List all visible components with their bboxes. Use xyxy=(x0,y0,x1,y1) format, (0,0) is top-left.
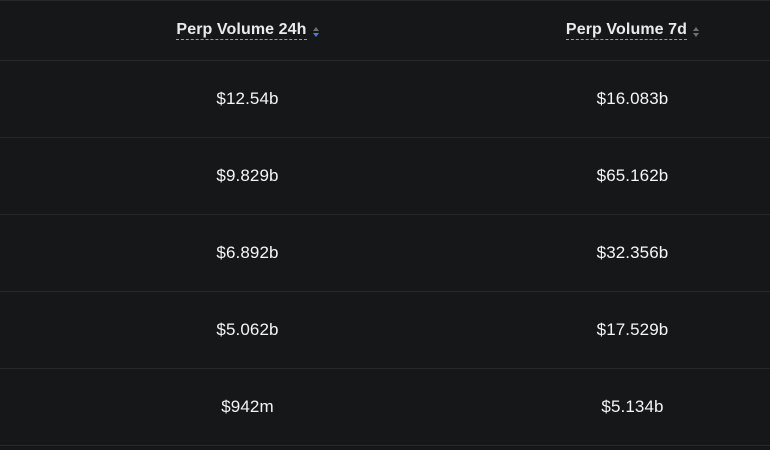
cell-perp-volume-24h: $12.54b xyxy=(216,89,279,108)
sort-arrows-icon xyxy=(312,26,319,37)
cell-perp-volume-24h: $6.892b xyxy=(216,243,279,262)
header-cell-perp-volume-24h: Perp Volume 24h xyxy=(0,1,495,60)
cell-perp-volume-24h: $9.829b xyxy=(216,166,279,185)
table-row[interactable]: $6.892b $32.356b xyxy=(0,215,770,292)
sort-down-icon xyxy=(312,32,319,37)
sort-button-perp-volume-24h[interactable]: Perp Volume 24h xyxy=(176,21,319,40)
cell-perp-volume-7d: $65.162b xyxy=(596,166,669,185)
cell-perp-volume-7d: $5.134b xyxy=(601,397,664,416)
table-row[interactable]: $942m $5.134b xyxy=(0,369,770,446)
table-row[interactable]: $9.829b $65.162b xyxy=(0,138,770,215)
sort-button-perp-volume-7d[interactable]: Perp Volume 7d xyxy=(565,21,700,40)
sort-up-icon xyxy=(312,26,319,31)
column-header-label: Perp Volume 7d xyxy=(565,21,688,40)
table-row[interactable]: $5.062b $17.529b xyxy=(0,292,770,369)
column-header-label: Perp Volume 24h xyxy=(176,21,307,40)
header-cell-perp-volume-7d: Perp Volume 7d xyxy=(495,1,770,60)
cell-perp-volume-7d: $32.356b xyxy=(596,243,669,262)
cell-perp-volume-24h: $942m xyxy=(221,397,274,416)
table-header-row: Perp Volume 24h Perp Volume 7d xyxy=(0,1,770,61)
cell-perp-volume-24h: $5.062b xyxy=(216,320,279,339)
sort-up-icon xyxy=(693,26,700,31)
cell-perp-volume-7d: $16.083b xyxy=(596,89,669,108)
cell-perp-volume-7d: $17.529b xyxy=(596,320,669,339)
sort-arrows-icon xyxy=(693,26,700,37)
sort-down-icon xyxy=(693,32,700,37)
table-row[interactable]: $12.54b $16.083b xyxy=(0,61,770,138)
